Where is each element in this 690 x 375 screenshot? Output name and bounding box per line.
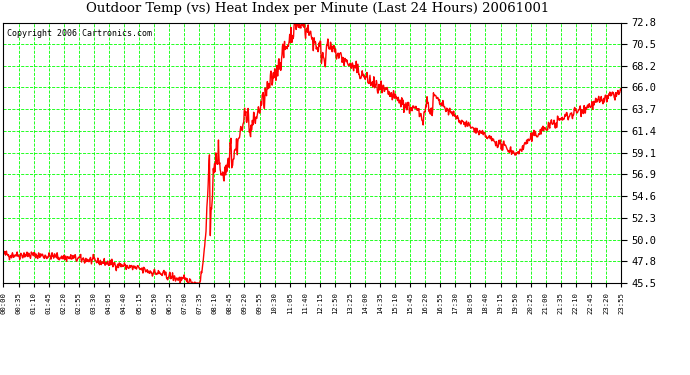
Text: Outdoor Temp (vs) Heat Index per Minute (Last 24 Hours) 20061001: Outdoor Temp (vs) Heat Index per Minute … <box>86 2 549 15</box>
Text: Copyright 2006 Cartronics.com: Copyright 2006 Cartronics.com <box>6 29 152 38</box>
